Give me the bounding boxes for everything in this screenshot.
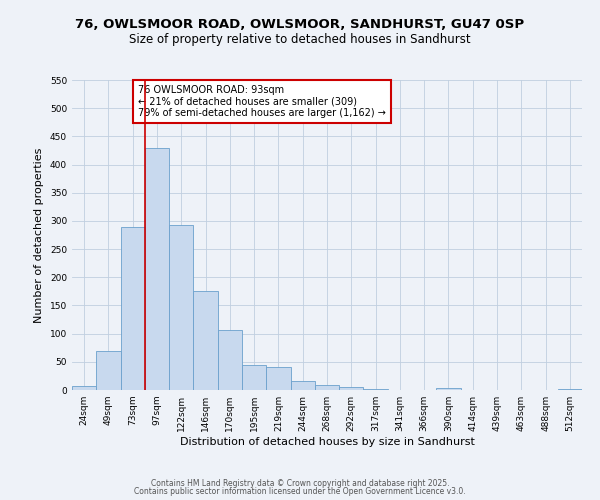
Bar	[72, 386, 96, 390]
Bar	[436, 388, 461, 390]
Y-axis label: Number of detached properties: Number of detached properties	[34, 148, 44, 322]
Bar	[290, 381, 315, 390]
Bar	[558, 389, 582, 390]
Bar	[193, 291, 218, 390]
X-axis label: Distribution of detached houses by size in Sandhurst: Distribution of detached houses by size …	[179, 437, 475, 447]
Bar	[266, 368, 290, 390]
Text: 76, OWLSMOOR ROAD, OWLSMOOR, SANDHURST, GU47 0SP: 76, OWLSMOOR ROAD, OWLSMOOR, SANDHURST, …	[76, 18, 524, 30]
Bar	[96, 350, 121, 390]
Bar	[364, 389, 388, 390]
Bar	[169, 225, 193, 390]
Text: 76 OWLSMOOR ROAD: 93sqm
← 21% of detached houses are smaller (309)
79% of semi-d: 76 OWLSMOOR ROAD: 93sqm ← 21% of detache…	[139, 84, 386, 118]
Text: Contains HM Land Registry data © Crown copyright and database right 2025.: Contains HM Land Registry data © Crown c…	[151, 478, 449, 488]
Bar	[218, 330, 242, 390]
Bar	[121, 227, 145, 390]
Bar	[339, 387, 364, 390]
Text: Contains public sector information licensed under the Open Government Licence v3: Contains public sector information licen…	[134, 487, 466, 496]
Text: Size of property relative to detached houses in Sandhurst: Size of property relative to detached ho…	[129, 32, 471, 46]
Bar	[145, 148, 169, 390]
Bar	[315, 386, 339, 390]
Bar	[242, 365, 266, 390]
